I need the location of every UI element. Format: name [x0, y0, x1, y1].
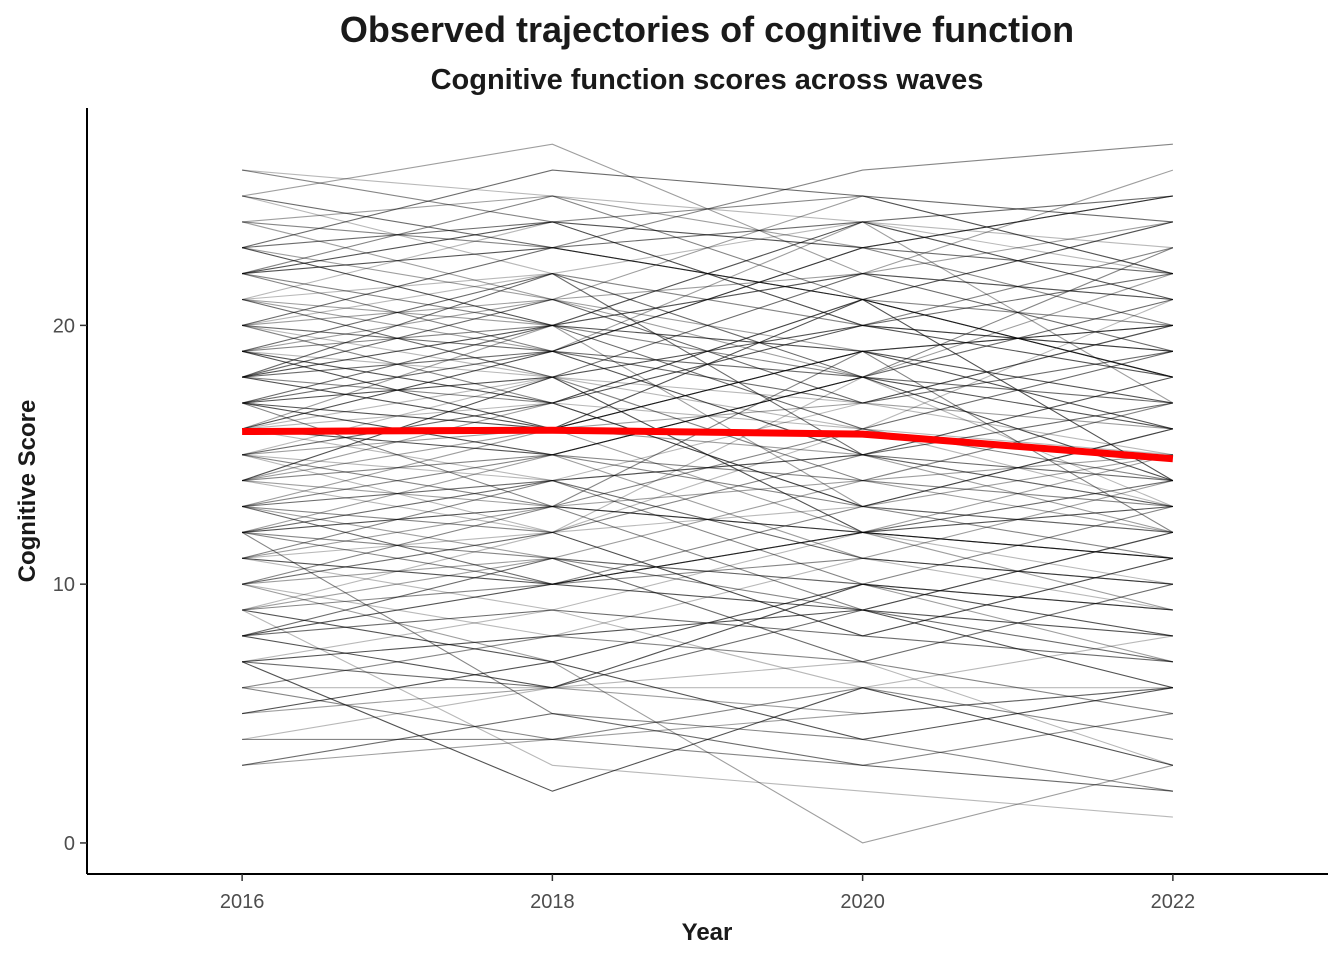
- trajectory-line: [241, 583, 1174, 844]
- trajectory-line: [242, 247, 1174, 378]
- trajectory-line: [242, 221, 1173, 326]
- x-tick-label: 2016: [220, 891, 265, 913]
- y-tick-label: 10: [53, 574, 75, 596]
- trajectory-line: [242, 661, 1173, 740]
- trajectory-line: [241, 661, 1174, 792]
- trajectory-line: [242, 454, 1173, 508]
- trajectory-line: [242, 273, 1173, 352]
- trajectory-line: [242, 195, 1173, 249]
- chart-title: Observed trajectories of cognitive funct…: [340, 9, 1074, 50]
- trajectory-line: [242, 687, 1173, 766]
- trajectory-line: [241, 557, 1174, 663]
- y-tick-label: 0: [64, 833, 75, 855]
- trajectory-line: [242, 221, 1173, 301]
- trajectory-line: [242, 273, 1173, 326]
- x-ticks: 2016 2018 2020 2022: [220, 874, 1195, 913]
- mean-trajectory-layer: [242, 426, 1174, 463]
- trajectory-line: [242, 531, 1173, 611]
- trajectory-line: [242, 221, 1174, 404]
- y-axis-title: Cognitive Score: [14, 400, 41, 583]
- trajectory-line: [242, 428, 1173, 508]
- trajectory-line: [242, 454, 1173, 533]
- trajectory-line: [242, 376, 1173, 456]
- mean-trajectory-line: [242, 426, 1174, 463]
- trajectory-line: [242, 143, 1173, 249]
- trajectory-line: [242, 583, 1174, 689]
- trajectory-line: [242, 583, 1173, 663]
- trajectory-line: [241, 273, 1174, 378]
- trajectory-line: [241, 298, 1174, 482]
- chart-subtitle: Cognitive function scores across waves: [431, 64, 984, 96]
- trajectory-line: [242, 169, 1174, 275]
- x-tick-label: 2020: [840, 891, 885, 913]
- trajectory-line: [242, 661, 1174, 766]
- y-tick-label: 20: [53, 315, 75, 337]
- trajectory-line: [242, 454, 1173, 508]
- trajectory-line: [242, 687, 1173, 766]
- trajectory-line: [242, 583, 1173, 689]
- trajectory-line: [242, 687, 1173, 740]
- trajectory-line: [242, 169, 1173, 249]
- trajectory-line: [241, 480, 1173, 585]
- trajectory-line: [242, 557, 1174, 663]
- trajectory-line: [242, 350, 1173, 430]
- trajectory-line: [242, 557, 1173, 637]
- x-tick-label: 2018: [530, 891, 575, 913]
- trajectory-line: [241, 531, 1173, 792]
- trajectory-line: [242, 609, 1173, 689]
- trajectory-line: [241, 428, 1174, 533]
- trajectory-line: [241, 454, 1174, 559]
- trajectory-line: [241, 376, 1174, 533]
- trajectory-line: [242, 298, 1174, 430]
- y-ticks: 0 10 20: [53, 315, 87, 855]
- trajectory-line: [241, 324, 1173, 508]
- individual-trajectories: [241, 143, 1174, 844]
- x-axis-title: Year: [682, 919, 733, 946]
- trajectory-line: [241, 480, 1174, 585]
- trajectory-line: [242, 324, 1174, 404]
- trajectory-line: [242, 428, 1174, 533]
- trajectory-line: [242, 480, 1173, 585]
- x-tick-label: 2022: [1151, 891, 1196, 913]
- trajectory-line: [242, 195, 1173, 249]
